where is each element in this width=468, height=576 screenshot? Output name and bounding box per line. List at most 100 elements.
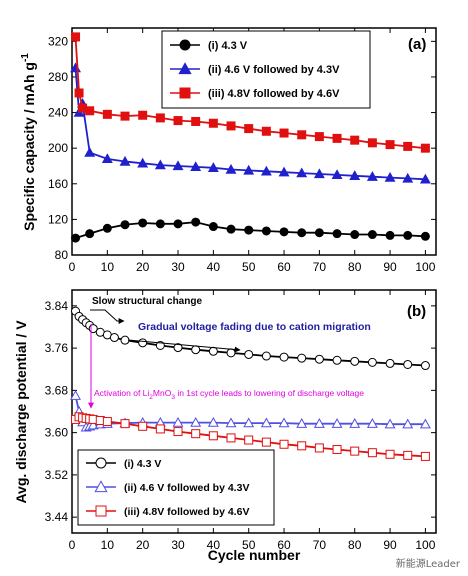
data-point <box>225 163 237 174</box>
data-point <box>296 167 308 178</box>
data-point <box>402 172 414 183</box>
data-point <box>154 159 166 170</box>
data-point <box>297 130 307 140</box>
y-tick-label: 3.84 <box>45 299 69 313</box>
x-tick-label: 10 <box>101 260 115 274</box>
data-point <box>226 224 236 234</box>
data-point <box>419 173 431 184</box>
data-point <box>403 141 413 151</box>
legend-label: (iii) 4.8V followed by 4.6V <box>208 88 340 100</box>
data-point <box>155 424 165 434</box>
data-point <box>172 160 184 171</box>
data-point <box>349 418 361 428</box>
panel-b-x-axis-label: Cycle number <box>208 547 301 563</box>
x-tick-label: 50 <box>242 260 256 274</box>
data-point <box>350 446 360 456</box>
legend-label: (i) 4.3 V <box>124 458 161 470</box>
data-point <box>331 169 343 180</box>
data-point <box>243 164 255 175</box>
y-tick-label: 240 <box>48 106 68 120</box>
legend-marker <box>179 39 191 51</box>
annotation-slow-arrow <box>90 309 125 324</box>
data-point <box>101 153 113 164</box>
panel-b-frame <box>71 289 437 534</box>
legend-label: (iii) 4.8V followed by 4.6V <box>124 506 249 518</box>
legend-marker <box>95 457 107 469</box>
y-tick-label: 200 <box>48 141 68 155</box>
x-tick-label: 10 <box>101 538 115 552</box>
watermark: 新能源Leader <box>395 559 460 570</box>
y-tick-label: 280 <box>48 70 68 84</box>
data-point <box>297 441 307 451</box>
panel-b-legend: (i) 4.3 V (ii) 4.6 V followed by 4.3V (iii… <box>77 449 275 526</box>
data-point <box>366 171 378 181</box>
data-point <box>403 230 413 240</box>
data-point <box>385 140 395 150</box>
panel-a-y-axis-label: Specific capacity / mAh g-1 <box>20 53 37 231</box>
data-point <box>85 229 95 239</box>
annotation-activation: Activation of Li2MnO3 in 1st cycle leads… <box>94 388 364 401</box>
annotation-slow-structural-change: Slow structural change <box>92 296 202 307</box>
data-point <box>420 451 430 461</box>
data-point <box>190 161 202 172</box>
data-point <box>173 116 183 126</box>
x-tick-label: 20 <box>136 538 150 552</box>
data-point <box>420 231 430 241</box>
data-point <box>208 346 218 356</box>
data-point <box>419 418 431 429</box>
data-point <box>137 157 149 168</box>
x-tick-label: 90 <box>383 260 397 274</box>
panel-b: 0 10 20 30 40 50 60 70 80 90 100 3.44 3.52 3.60 3.68 3.… <box>13 289 437 563</box>
data-point <box>155 219 165 229</box>
data-point <box>191 116 201 126</box>
data-point <box>119 155 131 166</box>
y-tick-label: 80 <box>55 248 69 262</box>
data-point <box>279 128 289 138</box>
data-point <box>403 359 413 369</box>
data-point <box>313 418 325 428</box>
data-point <box>138 110 148 120</box>
data-point <box>385 230 395 240</box>
data-point <box>332 445 342 455</box>
data-point <box>191 429 201 439</box>
panel-b-axes: 0 10 20 30 40 50 60 70 80 90 100 3.44 3.52 3.60 3.68 3.… <box>45 290 436 552</box>
data-point <box>296 418 308 428</box>
data-point <box>207 416 219 427</box>
data-point <box>261 437 271 447</box>
x-tick-label: 0 <box>69 538 76 552</box>
x-tick-label: 30 <box>171 538 185 552</box>
data-point <box>332 133 342 143</box>
data-point <box>314 132 324 142</box>
data-point <box>385 449 395 459</box>
data-point <box>102 417 112 427</box>
data-point <box>278 417 290 428</box>
data-point <box>314 443 324 453</box>
data-point <box>350 230 360 240</box>
data-point <box>244 349 254 359</box>
data-point <box>350 356 360 366</box>
data-point <box>261 226 271 236</box>
panel-b-label: (b) <box>407 303 426 320</box>
data-point <box>243 417 255 428</box>
data-point <box>190 416 202 427</box>
legend-label: (i) 4.3 V <box>208 40 248 52</box>
legend-marker <box>95 505 107 517</box>
panel-b-y-axis-label: Avg. discharge potential / V <box>13 320 29 504</box>
data-point <box>402 418 414 429</box>
data-point <box>403 450 413 460</box>
y-tick-label: 160 <box>48 177 68 191</box>
data-point <box>138 338 148 348</box>
data-point <box>367 230 377 240</box>
legend-marker <box>178 62 192 75</box>
data-point <box>313 168 325 179</box>
y-tick-label: 3.76 <box>45 341 69 355</box>
data-point <box>367 357 377 367</box>
data-point <box>332 229 342 239</box>
x-tick-label: 100 <box>415 538 435 552</box>
data-point <box>173 343 183 353</box>
panel-a-legend: (i) 4.3 V (ii) 4.6 V followed by 4.3V (iii… <box>161 30 371 109</box>
data-point <box>261 351 271 361</box>
data-point <box>208 431 218 441</box>
data-point <box>71 32 81 42</box>
data-point <box>331 418 343 428</box>
